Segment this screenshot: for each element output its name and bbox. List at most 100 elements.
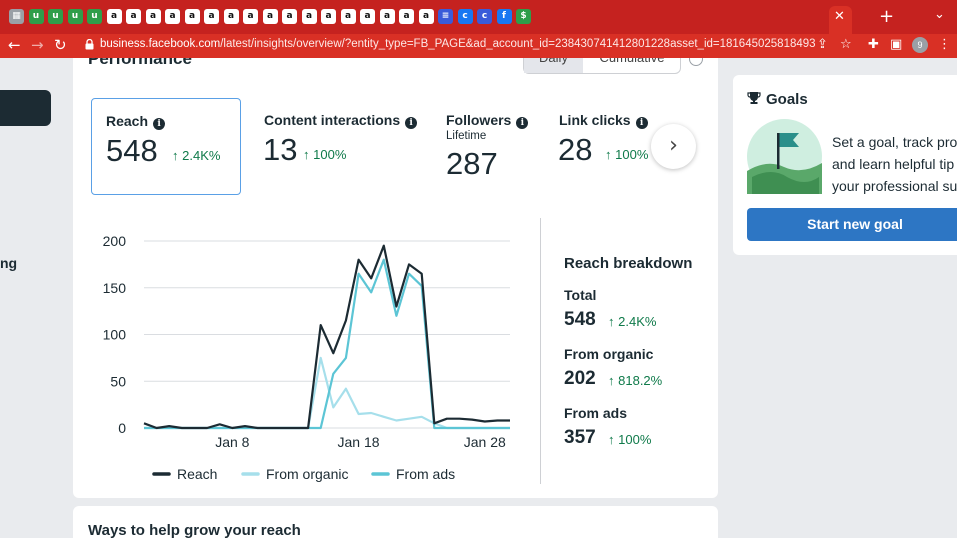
url-domain: business.facebook.com	[100, 38, 221, 50]
new-tab-icon[interactable]: +	[879, 6, 895, 27]
metric-reach-value: 548	[106, 133, 158, 168]
tab-favicon[interactable]: u	[87, 9, 102, 24]
tab-favicon[interactable]: a	[399, 9, 414, 24]
tab-favicon[interactable]: a	[301, 9, 317, 24]
tab-favicon[interactable]: a	[184, 9, 200, 24]
bookmark-star-icon[interactable]: ☆	[840, 37, 852, 52]
url-path: /latest/insights/overview/?entity_type=F…	[220, 38, 816, 50]
tab-favicon[interactable]: $	[516, 9, 531, 24]
breakdown-total-label: Total	[564, 287, 597, 303]
sidebar-icon[interactable]: ▣	[890, 37, 903, 52]
tab-favicon[interactable]: ≡	[438, 9, 453, 24]
performance-title: Performance	[88, 58, 192, 68]
metric-reach-delta-text: 2.4K%	[182, 148, 221, 163]
profile-avatar[interactable]: 9	[912, 37, 928, 53]
y-tick-label: 0	[118, 420, 126, 436]
goal-mountain-flag-icon	[747, 119, 822, 194]
toggle-daily[interactable]: Daily	[524, 58, 583, 73]
info-icon[interactable]: i	[153, 118, 166, 130]
close-tab-icon[interactable]: ✕	[834, 9, 845, 24]
metric-link-clicks[interactable]: Link clicks i 28 ↑ 100%	[545, 98, 655, 195]
tab-favicon[interactable]: u	[48, 9, 63, 24]
tab-favicon[interactable]: c	[477, 9, 492, 24]
metric-reach-label: Reach i	[106, 113, 166, 130]
metric-lc-value: 28	[558, 132, 593, 167]
tab-favicon[interactable]: a	[321, 9, 336, 24]
series-line-reach	[143, 244, 510, 430]
tab-favicon[interactable]: a	[418, 9, 434, 24]
info-icon[interactable]: i	[635, 117, 648, 129]
info-icon[interactable]: i	[405, 117, 418, 129]
tab-favicon[interactable]: a	[145, 9, 161, 24]
left-partial-text: ng	[0, 255, 18, 271]
metric-lc-label: Link clicks i	[559, 112, 648, 129]
y-tick-label: 100	[103, 327, 127, 343]
tab-favicon[interactable]: a	[106, 9, 122, 24]
browser-menu-icon[interactable]: ⋮	[938, 37, 951, 52]
goals-text-line: and learn helpful tip	[832, 156, 955, 172]
chevron-right-icon: ›	[669, 133, 678, 158]
metric-ci-delta: ↑ 100%	[303, 147, 347, 162]
tab-favicon[interactable]: a	[204, 9, 219, 24]
metric-ci-value: 13	[263, 132, 298, 167]
metric-lc-label-text: Link clicks	[559, 112, 631, 128]
legend-label: From ads	[396, 466, 455, 482]
x-tick-label: Jan 18	[338, 434, 380, 450]
tab-favicon[interactable]: a	[243, 9, 258, 24]
breakdown-organic-delta-text: 818.2%	[618, 373, 663, 388]
reach-breakdown-title: Reach breakdown	[564, 255, 693, 272]
tab-favicon[interactable]: a	[282, 9, 297, 24]
start-new-goal-button[interactable]: Start new goal	[747, 208, 957, 241]
trophy-icon	[747, 92, 761, 104]
tab-favicon[interactable]: a	[379, 9, 395, 24]
metric-reach[interactable]: Reach i 548 ↑ 2.4K%	[91, 98, 241, 195]
metric-lc-delta: ↑ 100%	[605, 147, 649, 162]
breakdown-total-delta: ↑ 2.4K%	[608, 314, 657, 329]
back-icon[interactable]: ←	[8, 36, 21, 54]
tab-favicon[interactable]: a	[360, 9, 375, 24]
series-line-from-organic	[144, 356, 510, 430]
x-tick-label: Jan 28	[464, 434, 506, 450]
breakdown-ads-delta-text: 100%	[618, 432, 652, 447]
toggle-cumulative[interactable]: Cumulative	[584, 58, 680, 73]
forward-icon[interactable]: →	[31, 36, 44, 54]
tab-favicon[interactable]: a	[262, 9, 278, 24]
metric-followers-label: Followers i	[446, 112, 529, 129]
next-metrics-button[interactable]: ›	[651, 124, 696, 169]
breakdown-organic-value: 202	[564, 368, 596, 389]
tab-favicon[interactable]: a	[223, 9, 239, 24]
grow-reach-card	[73, 506, 718, 538]
breakdown-organic-delta: ↑ 818.2%	[608, 373, 663, 388]
left-nav-button[interactable]	[0, 90, 51, 126]
metric-lc-delta-text: 100%	[615, 147, 649, 162]
tab-favicon[interactable]: ▦	[9, 9, 24, 24]
tab-favicon[interactable]: u	[28, 9, 44, 24]
extensions-icon[interactable]: ✚	[868, 37, 879, 52]
active-tab[interactable]	[829, 6, 852, 34]
metric-content-interactions[interactable]: Content interactions i 13 ↑ 100%	[250, 98, 420, 195]
metric-ci-label: Content interactions i	[264, 112, 418, 129]
tab-favicon[interactable]: u	[67, 9, 83, 24]
info-icon[interactable]: i	[516, 117, 529, 129]
goals-text-line: Set a goal, track pro	[832, 134, 957, 150]
tab-favicon[interactable]: a	[126, 9, 141, 24]
tab-favicon[interactable]: f	[496, 9, 512, 24]
reach-line-chart: 200 150 100 50 0 Jan 8 Jan 18 Jan 28 Reach From o…	[103, 233, 510, 482]
tab-favicon[interactable]: a	[340, 9, 356, 24]
grow-reach-title: Ways to help grow your reach	[88, 522, 301, 538]
reload-icon[interactable]: ↻	[54, 36, 67, 54]
share-icon[interactable]: ⇪	[817, 37, 828, 52]
breakdown-ads-label: From ads	[564, 405, 628, 421]
breakdown-total-delta-text: 2.4K%	[618, 314, 657, 329]
legend-label: From organic	[266, 466, 348, 482]
goals-description: Set a goal, track pro and learn helpful …	[832, 131, 957, 197]
x-tick-label: Jan 8	[215, 434, 249, 450]
goals-text-line: your professional su	[832, 178, 957, 194]
address-bar[interactable]: business.facebook.com/latest/insights/ov…	[100, 38, 816, 50]
y-tick-label: 200	[103, 233, 127, 249]
tab-menu-chevron-icon[interactable]: ⌄	[934, 7, 945, 22]
tab-favicon[interactable]: c	[457, 9, 473, 24]
tab-favicon[interactable]: a	[165, 9, 180, 24]
y-tick-label: 150	[103, 280, 127, 296]
metric-followers[interactable]: Followers i Lifetime 287	[432, 98, 542, 195]
